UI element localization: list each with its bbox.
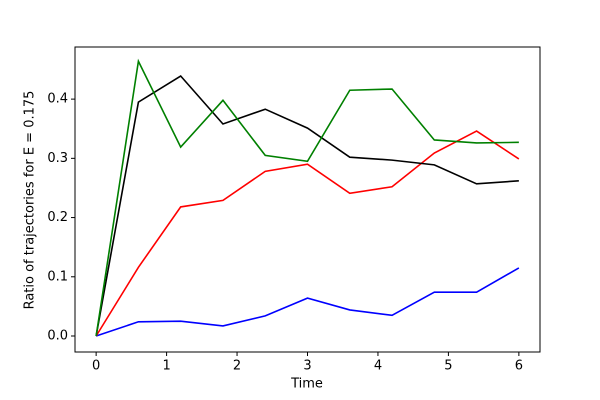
y-tick-label: 0.0 xyxy=(47,329,68,344)
x-tick-label: 6 xyxy=(515,359,523,374)
x-tick-label: 1 xyxy=(162,359,170,374)
x-tick-label: 3 xyxy=(303,359,311,374)
series-line xyxy=(95,267,520,337)
y-tick-label: 0.4 xyxy=(47,92,68,107)
y-axis-label: Ratio of trajectories for E = 0.175 xyxy=(23,91,38,310)
y-tick-label: 0.1 xyxy=(47,269,68,284)
series-line xyxy=(95,74,519,337)
x-tick-label: 4 xyxy=(374,359,382,374)
x-tick-label: 2 xyxy=(233,359,241,374)
x-tick-label: 0 xyxy=(92,359,100,374)
y-tick-label: 0.3 xyxy=(47,151,68,166)
series-line xyxy=(95,58,519,337)
series-line xyxy=(95,130,520,337)
plot-frame xyxy=(74,46,541,353)
x-axis-label: Time xyxy=(290,377,323,392)
y-tick-label: 0.2 xyxy=(47,210,68,225)
x-tick-label: 5 xyxy=(444,359,452,374)
